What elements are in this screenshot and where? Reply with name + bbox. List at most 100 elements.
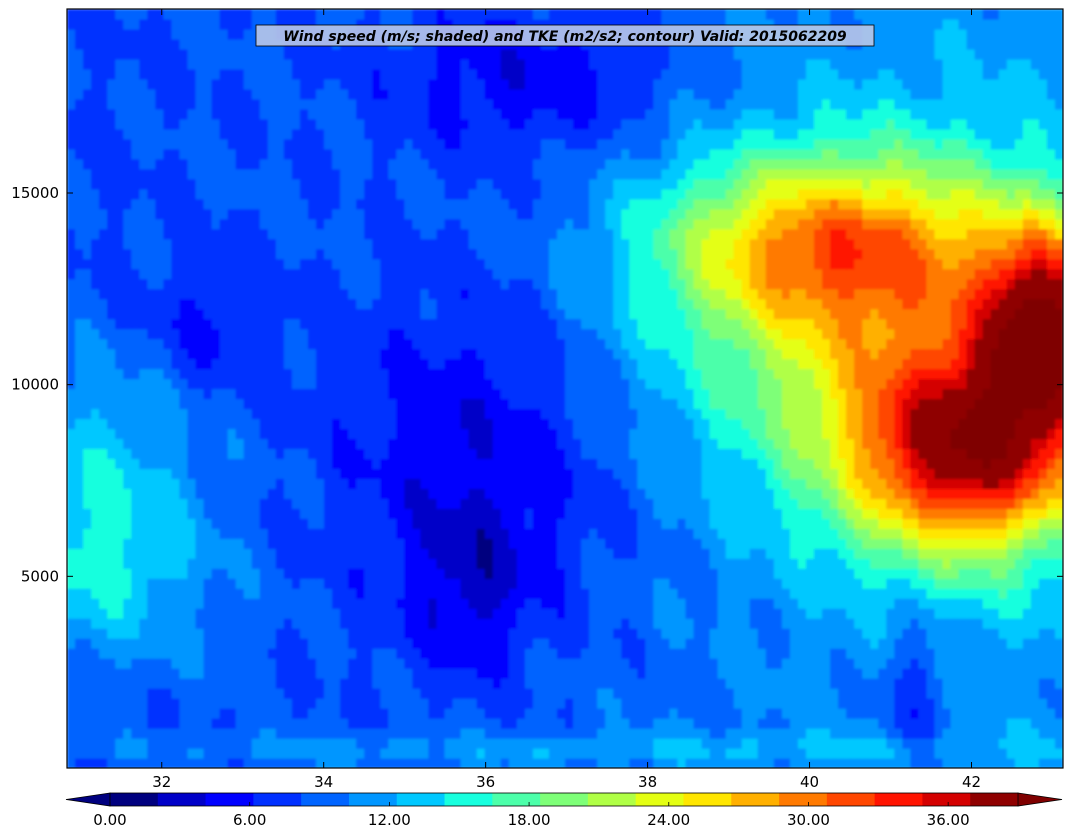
wind-speed-cell xyxy=(581,388,590,400)
wind-speed-cell xyxy=(492,628,502,639)
wind-speed-cell xyxy=(452,668,462,679)
wind-speed-cell xyxy=(982,468,992,479)
wind-speed-cell xyxy=(838,748,847,759)
wind-speed-cell xyxy=(629,368,638,380)
wind-speed-cell xyxy=(299,638,309,649)
wind-speed-cell xyxy=(741,608,751,619)
wind-speed-cell xyxy=(364,528,373,539)
wind-speed-cell xyxy=(661,398,671,410)
wind-speed-cell xyxy=(621,748,630,759)
wind-speed-cell xyxy=(645,748,654,759)
wind-speed-cell xyxy=(316,548,325,559)
wind-speed-cell xyxy=(1006,598,1016,609)
wind-speed-cell xyxy=(894,758,903,768)
wind-speed-cell xyxy=(131,518,140,529)
wind-speed-cell xyxy=(179,698,189,709)
wind-speed-cell xyxy=(805,728,815,739)
wind-speed-cell xyxy=(219,398,229,410)
wind-speed-cell xyxy=(749,518,759,529)
wind-speed-cell xyxy=(629,498,638,509)
wind-speed-cell xyxy=(396,738,405,749)
wind-speed-cell xyxy=(259,388,269,400)
wind-speed-cell xyxy=(669,528,679,539)
wind-speed-cell xyxy=(789,428,799,440)
wind-speed-cell xyxy=(822,388,831,400)
wind-speed-cell xyxy=(163,598,173,609)
wind-speed-cell xyxy=(99,368,108,380)
wind-speed-cell xyxy=(396,548,405,559)
wind-speed-cell xyxy=(259,718,269,729)
wind-speed-cell xyxy=(195,598,205,609)
wind-speed-cell xyxy=(75,748,84,759)
wind-speed-cell xyxy=(629,718,638,729)
wind-speed-cell xyxy=(1006,508,1016,519)
wind-speed-cell xyxy=(171,668,181,679)
wind-speed-cell xyxy=(516,608,526,619)
wind-speed-cell xyxy=(1054,448,1063,460)
wind-speed-cell xyxy=(316,758,325,768)
wind-speed-cell xyxy=(854,688,863,699)
wind-speed-cell xyxy=(870,588,879,599)
wind-speed-cell xyxy=(444,428,454,440)
wind-speed-cell xyxy=(396,588,405,599)
wind-speed-cell xyxy=(211,388,221,400)
wind-speed-cell xyxy=(733,748,743,759)
wind-speed-cell xyxy=(1038,438,1048,450)
wind-speed-cell xyxy=(942,448,952,460)
wind-speed-cell xyxy=(307,388,317,400)
wind-speed-cell xyxy=(404,738,413,749)
wind-speed-cell xyxy=(910,758,920,768)
wind-speed-cell xyxy=(364,758,373,768)
wind-speed-cell xyxy=(725,418,735,430)
wind-speed-cell xyxy=(998,478,1008,489)
wind-speed-cell xyxy=(613,528,622,539)
wind-speed-cell xyxy=(645,568,654,579)
wind-speed-cell xyxy=(372,418,381,430)
wind-speed-cell xyxy=(332,518,341,529)
wind-speed-cell xyxy=(299,708,309,719)
wind-speed-cell xyxy=(765,518,775,529)
wind-speed-cell xyxy=(621,468,630,479)
wind-speed-cell xyxy=(918,558,928,569)
wind-speed-cell xyxy=(107,658,116,669)
wind-speed-cell xyxy=(862,388,871,400)
wind-speed-cell xyxy=(773,538,783,549)
wind-speed-cell xyxy=(677,728,687,739)
wind-speed-cell xyxy=(1014,408,1024,420)
wind-speed-cell xyxy=(677,368,687,380)
wind-speed-cell xyxy=(348,578,357,589)
wind-speed-cell xyxy=(372,468,381,479)
wind-speed-cell xyxy=(1046,668,1056,679)
wind-speed-cell xyxy=(958,458,968,469)
wind-speed-cell xyxy=(227,748,237,759)
wind-speed-cell xyxy=(741,408,751,420)
wind-speed-cell xyxy=(653,738,662,749)
wind-speed-cell xyxy=(765,498,775,509)
wind-speed-cell xyxy=(556,748,566,759)
wind-speed-cell xyxy=(243,738,253,749)
wind-speed-cell xyxy=(123,658,132,669)
wind-speed-cell xyxy=(139,378,148,390)
wind-speed-cell xyxy=(324,608,333,619)
wind-speed-cell xyxy=(251,658,261,669)
wind-speed-cell xyxy=(107,408,116,420)
wind-speed-cell xyxy=(846,438,855,450)
wind-speed-cell xyxy=(942,708,952,719)
wind-speed-cell xyxy=(597,448,606,460)
wind-speed-cell xyxy=(316,738,325,749)
wind-speed-cell xyxy=(155,698,164,709)
wind-speed-cell xyxy=(147,628,156,639)
wind-speed-cell xyxy=(428,708,438,719)
wind-speed-cell xyxy=(291,588,301,599)
wind-speed-cell xyxy=(725,518,735,529)
wind-speed-cell xyxy=(476,438,486,450)
wind-speed-cell xyxy=(886,698,895,709)
wind-speed-cell xyxy=(99,638,108,649)
wind-speed-cell xyxy=(717,408,727,420)
wind-speed-cell xyxy=(870,378,879,390)
wind-speed-cell xyxy=(565,408,574,420)
wind-speed-cell xyxy=(540,708,550,719)
wind-speed-cell xyxy=(91,418,100,430)
wind-speed-cell xyxy=(717,428,727,440)
wind-speed-cell xyxy=(91,518,100,529)
